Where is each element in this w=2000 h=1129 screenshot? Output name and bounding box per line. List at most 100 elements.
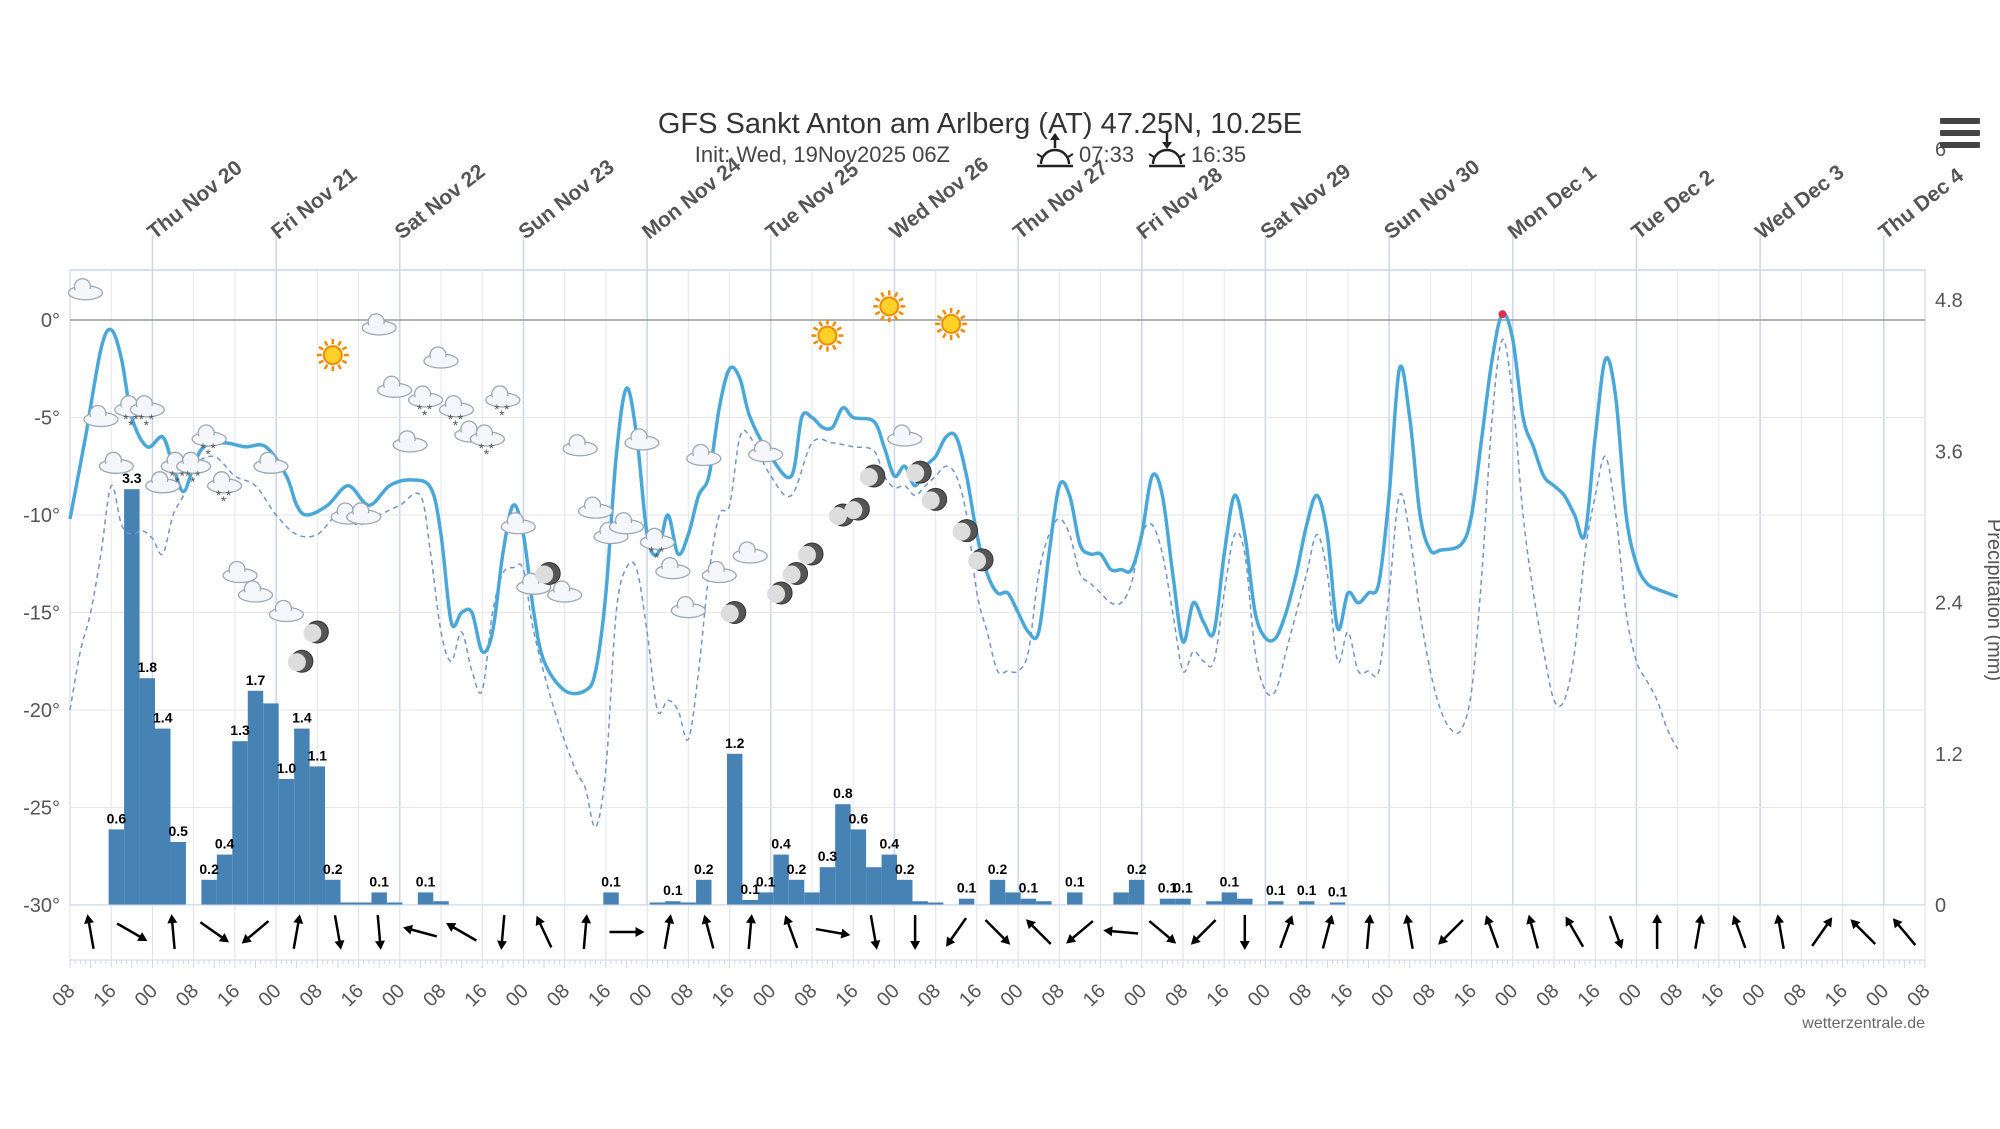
- moon-icon: [767, 581, 793, 605]
- moon-light: [535, 565, 554, 584]
- precipitation-bar: [201, 879, 217, 905]
- y-axis-left-ticks: 0° -5° -10° -15° -20° -25° -30°: [23, 310, 60, 917]
- sun-ray: [893, 315, 899, 321]
- day-label: Fri Nov 28: [1133, 163, 1227, 244]
- hamburger-menu-icon[interactable]: [1940, 118, 1980, 152]
- wind-arrow-head: [334, 939, 345, 950]
- moon-icon: [952, 519, 979, 543]
- wind-arrow-head: [840, 928, 851, 939]
- wind-arrow-shaft: [1028, 921, 1052, 945]
- precipitation-bar: [680, 902, 697, 905]
- wind-arrow: [199, 921, 230, 943]
- hour-tick-label: 08: [296, 980, 327, 1011]
- wind-arrow-head: [1774, 914, 1785, 925]
- hour-tick-label: 16: [708, 980, 739, 1011]
- wind-arrow-head: [1484, 915, 1494, 926]
- y-right-tick-label: 6: [1935, 139, 1946, 161]
- above-zero-marker: [1498, 310, 1507, 319]
- chart-title: GFS Sankt Anton am Arlberg (AT) 47.25N, …: [658, 108, 1302, 140]
- precipitation-bar: [912, 901, 928, 905]
- y-right-tick-label: 3.6: [1935, 441, 1963, 463]
- snowflake: *: [458, 411, 464, 427]
- precipitation-bar: [309, 766, 326, 905]
- sun-icon: [873, 290, 906, 323]
- moon-icon: [535, 562, 561, 585]
- moon-icon: [303, 620, 329, 644]
- wind-arrow-shaft: [1567, 920, 1585, 948]
- precipitation-bar: [1036, 901, 1052, 905]
- sun-ray: [898, 310, 904, 316]
- wind-arrow-shaft: [1853, 921, 1877, 945]
- snow-cloud-icon: * **: [176, 451, 212, 489]
- hour-tick-label: 16: [1821, 980, 1852, 1011]
- sun-ray: [323, 364, 329, 370]
- precipitation-bar: [866, 867, 882, 905]
- precipitation-bar: [386, 902, 403, 905]
- precipitation-bar: [1128, 879, 1145, 905]
- cloud-fill: [410, 396, 441, 406]
- wind-arrow-head: [1190, 934, 1201, 945]
- cloud-icon: [253, 451, 289, 474]
- cloud-icon: [608, 512, 645, 535]
- credit-text[interactable]: wetterzentrale.de: [1801, 1015, 1925, 1032]
- hour-ticks: 08 16 00 08 16 00 08 16 00 08 16 00 08 16 00 08 16 00 08 16…: [48, 980, 1934, 1011]
- y-right-tick-label: 0: [1935, 895, 1946, 917]
- moon-light: [767, 585, 786, 603]
- wind-arrow-head: [535, 915, 545, 926]
- hour-tick-label: 00: [1244, 980, 1275, 1011]
- sun-ray: [323, 340, 329, 347]
- precipitation-bar: [649, 902, 666, 905]
- y-right-tick-label: 1.2: [1935, 744, 1963, 766]
- wind-arrow: [1850, 919, 1877, 945]
- snow-cloud-icon: * **: [485, 385, 521, 423]
- wind-arrow-head: [1025, 919, 1036, 930]
- wind-arrow-head: [1850, 919, 1861, 930]
- sun-icon: [935, 307, 968, 340]
- sun-ray: [936, 314, 943, 320]
- precipitation-data-label: 0.1: [1266, 882, 1286, 898]
- moon-light: [828, 507, 847, 525]
- hour-tick-label: 00: [996, 980, 1027, 1011]
- wind-arrow-head: [1438, 934, 1449, 945]
- hour-tick-label: 00: [1367, 980, 1398, 1011]
- wind-arrow-shaft: [1440, 919, 1464, 943]
- snowflake: *: [489, 440, 495, 456]
- precipitation-data-label: 1.4: [153, 710, 173, 726]
- precipitation-data-label: 0.2: [895, 861, 915, 877]
- moon-light: [952, 522, 971, 541]
- wind-arrow-shaft: [1108, 929, 1139, 935]
- hour-tick-label: 16: [1697, 980, 1728, 1011]
- precipitation-bar: [1268, 901, 1284, 905]
- precipitation-bar: [433, 901, 449, 905]
- y-left-tick-label: -5°: [34, 408, 60, 430]
- snow-cloud-icon: * **: [438, 395, 475, 433]
- wind-arrow: [1694, 914, 1705, 949]
- sun-ray: [874, 310, 881, 316]
- wind-arrow: [167, 914, 178, 950]
- cloud-fill: [626, 438, 657, 449]
- wind-arrow-head: [241, 933, 252, 944]
- wind-arrow-shaft: [376, 914, 382, 946]
- snow-cloud-icon: * **: [639, 527, 676, 565]
- precipitation-bar: [1067, 892, 1083, 905]
- precipitation-data-label: 1.4: [292, 710, 312, 726]
- wind-arrow: [116, 922, 148, 941]
- wind-arrow: [1608, 915, 1624, 949]
- cloud-icon: [500, 512, 536, 535]
- precipitation-data-label: 0.1: [740, 881, 760, 897]
- snowflake: *: [200, 440, 206, 456]
- precipitation-bar: [788, 879, 805, 905]
- sun-ray: [318, 346, 324, 351]
- day-label: Sat Nov 29: [1256, 160, 1355, 244]
- cloud-fill: [147, 481, 178, 492]
- precipitation-data-label: 1.3: [230, 722, 250, 738]
- precipitation-bar: [989, 879, 1006, 905]
- wind-arrow-shaft: [500, 914, 506, 946]
- precipitation-bar: [1329, 902, 1346, 905]
- cloud-icon: [392, 430, 428, 453]
- wind-arrow-shaft: [1365, 918, 1371, 950]
- cloud-fill: [688, 454, 719, 465]
- cloud-fill: [750, 450, 781, 461]
- snowflake: *: [654, 549, 660, 565]
